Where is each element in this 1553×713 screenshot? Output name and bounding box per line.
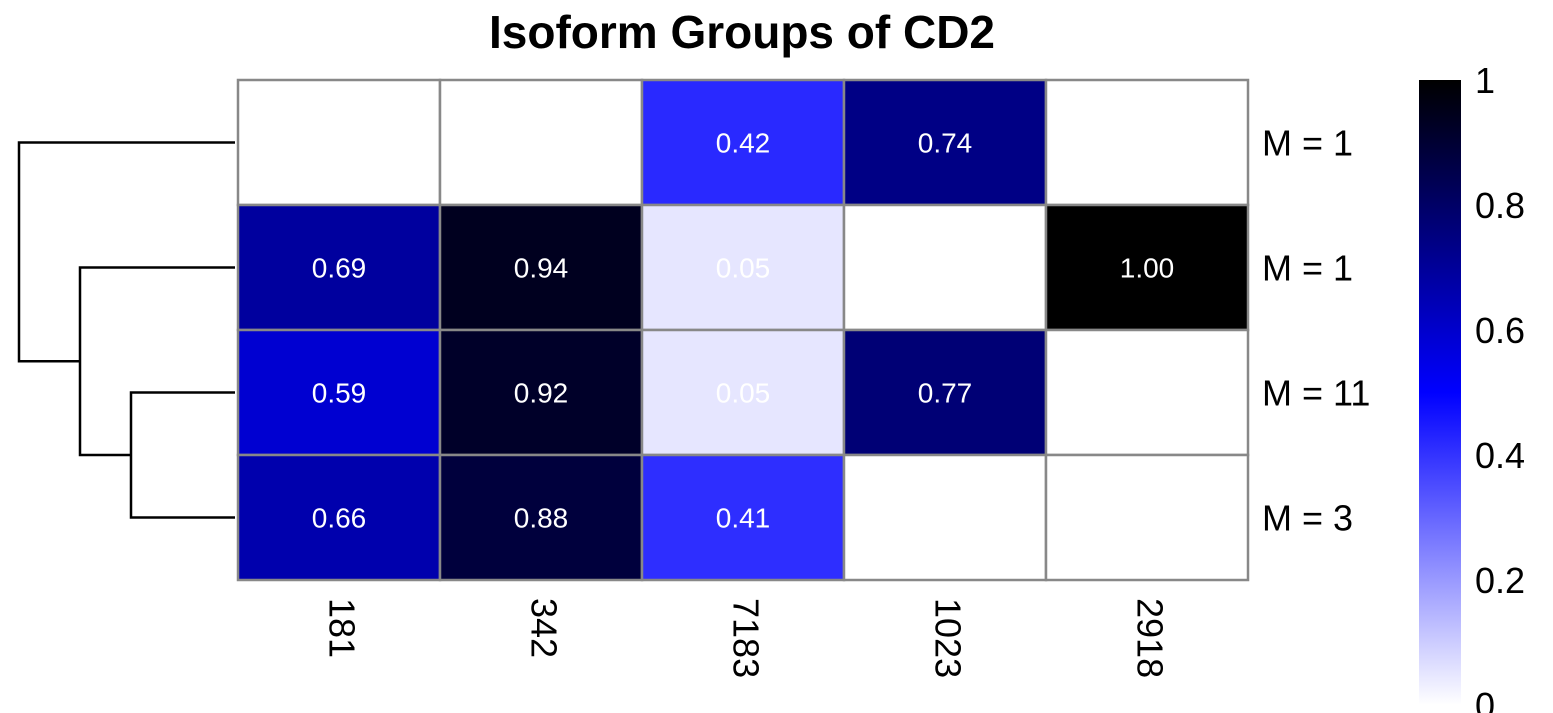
legend-tick-label: 0.6 [1475, 310, 1525, 351]
cell-value-label: 0.88 [514, 503, 569, 534]
row-label: M = 1 [1262, 123, 1353, 164]
heatmap-cell [438, 453, 644, 582]
legend-tick-label: 1 [1475, 60, 1495, 101]
heatmap-cell [236, 203, 442, 332]
column-label: 7183 [725, 598, 766, 678]
row-label: M = 11 [1262, 373, 1370, 414]
column-label: 1023 [927, 598, 968, 678]
dendrogram-branch [129, 391, 235, 519]
column-labels: 181 342 7183 1023 2918 [321, 598, 1170, 678]
cell-value-label: 0.66 [312, 503, 367, 534]
heatmap-cell [640, 78, 846, 207]
heatmap-cell [1044, 328, 1250, 457]
cell-value-label: 1.00 [1120, 253, 1175, 284]
heatmap-cell [1044, 203, 1250, 332]
heatmap-cell [640, 453, 846, 582]
heatmap-cell [842, 453, 1048, 582]
row-labels: M = 1 M = 1 M = 11 M = 3 [1262, 123, 1370, 539]
legend-tick-label: 0 [1475, 685, 1495, 713]
legend-tick-label: 0.4 [1475, 435, 1525, 476]
cell-value-label: 0.94 [514, 253, 569, 284]
row-dendrogram [17, 141, 235, 519]
chart-title: Isoform Groups of CD2 [489, 6, 995, 58]
dendrogram-branch [17, 141, 235, 363]
cell-value-label: 0.41 [716, 503, 771, 534]
heatmap-cell [842, 328, 1048, 457]
cell-value-label: 0.92 [514, 378, 569, 409]
cell-value-label: 0.59 [312, 378, 367, 409]
column-label: 2918 [1129, 598, 1170, 678]
row-label: M = 1 [1262, 248, 1353, 289]
heatmap-cell [236, 78, 442, 207]
heatmap-cell [1044, 78, 1250, 207]
heatmap-cells: 0.42 0.74 0.69 0.94 0.05 1.00 0.59 0.92 0.05 0.77… [236, 78, 1250, 582]
cell-value-label: 0.05 [716, 378, 771, 409]
heatmap-cell [842, 78, 1048, 207]
row-label: M = 3 [1262, 498, 1353, 539]
column-label: 342 [523, 598, 564, 658]
cell-value-label: 0.77 [918, 378, 973, 409]
legend-color-bar [1419, 80, 1461, 705]
heatmap-cell [842, 203, 1048, 332]
heatmap-cell [1044, 453, 1250, 582]
heatmap-cell [438, 78, 644, 207]
column-label: 181 [321, 598, 362, 658]
legend-tick-label: 0.8 [1475, 185, 1525, 226]
cell-value-label: 0.69 [312, 253, 367, 284]
cell-value-label: 0.74 [918, 128, 973, 159]
cell-value-label: 0.05 [716, 253, 771, 284]
heatmap-cell [438, 328, 644, 457]
legend-tick-label: 0.2 [1475, 560, 1525, 601]
cell-value-label: 0.42 [716, 128, 771, 159]
color-legend: 0 0.2 0.4 0.6 0.8 1 [1419, 60, 1525, 713]
dendrogram-branch [78, 266, 235, 457]
